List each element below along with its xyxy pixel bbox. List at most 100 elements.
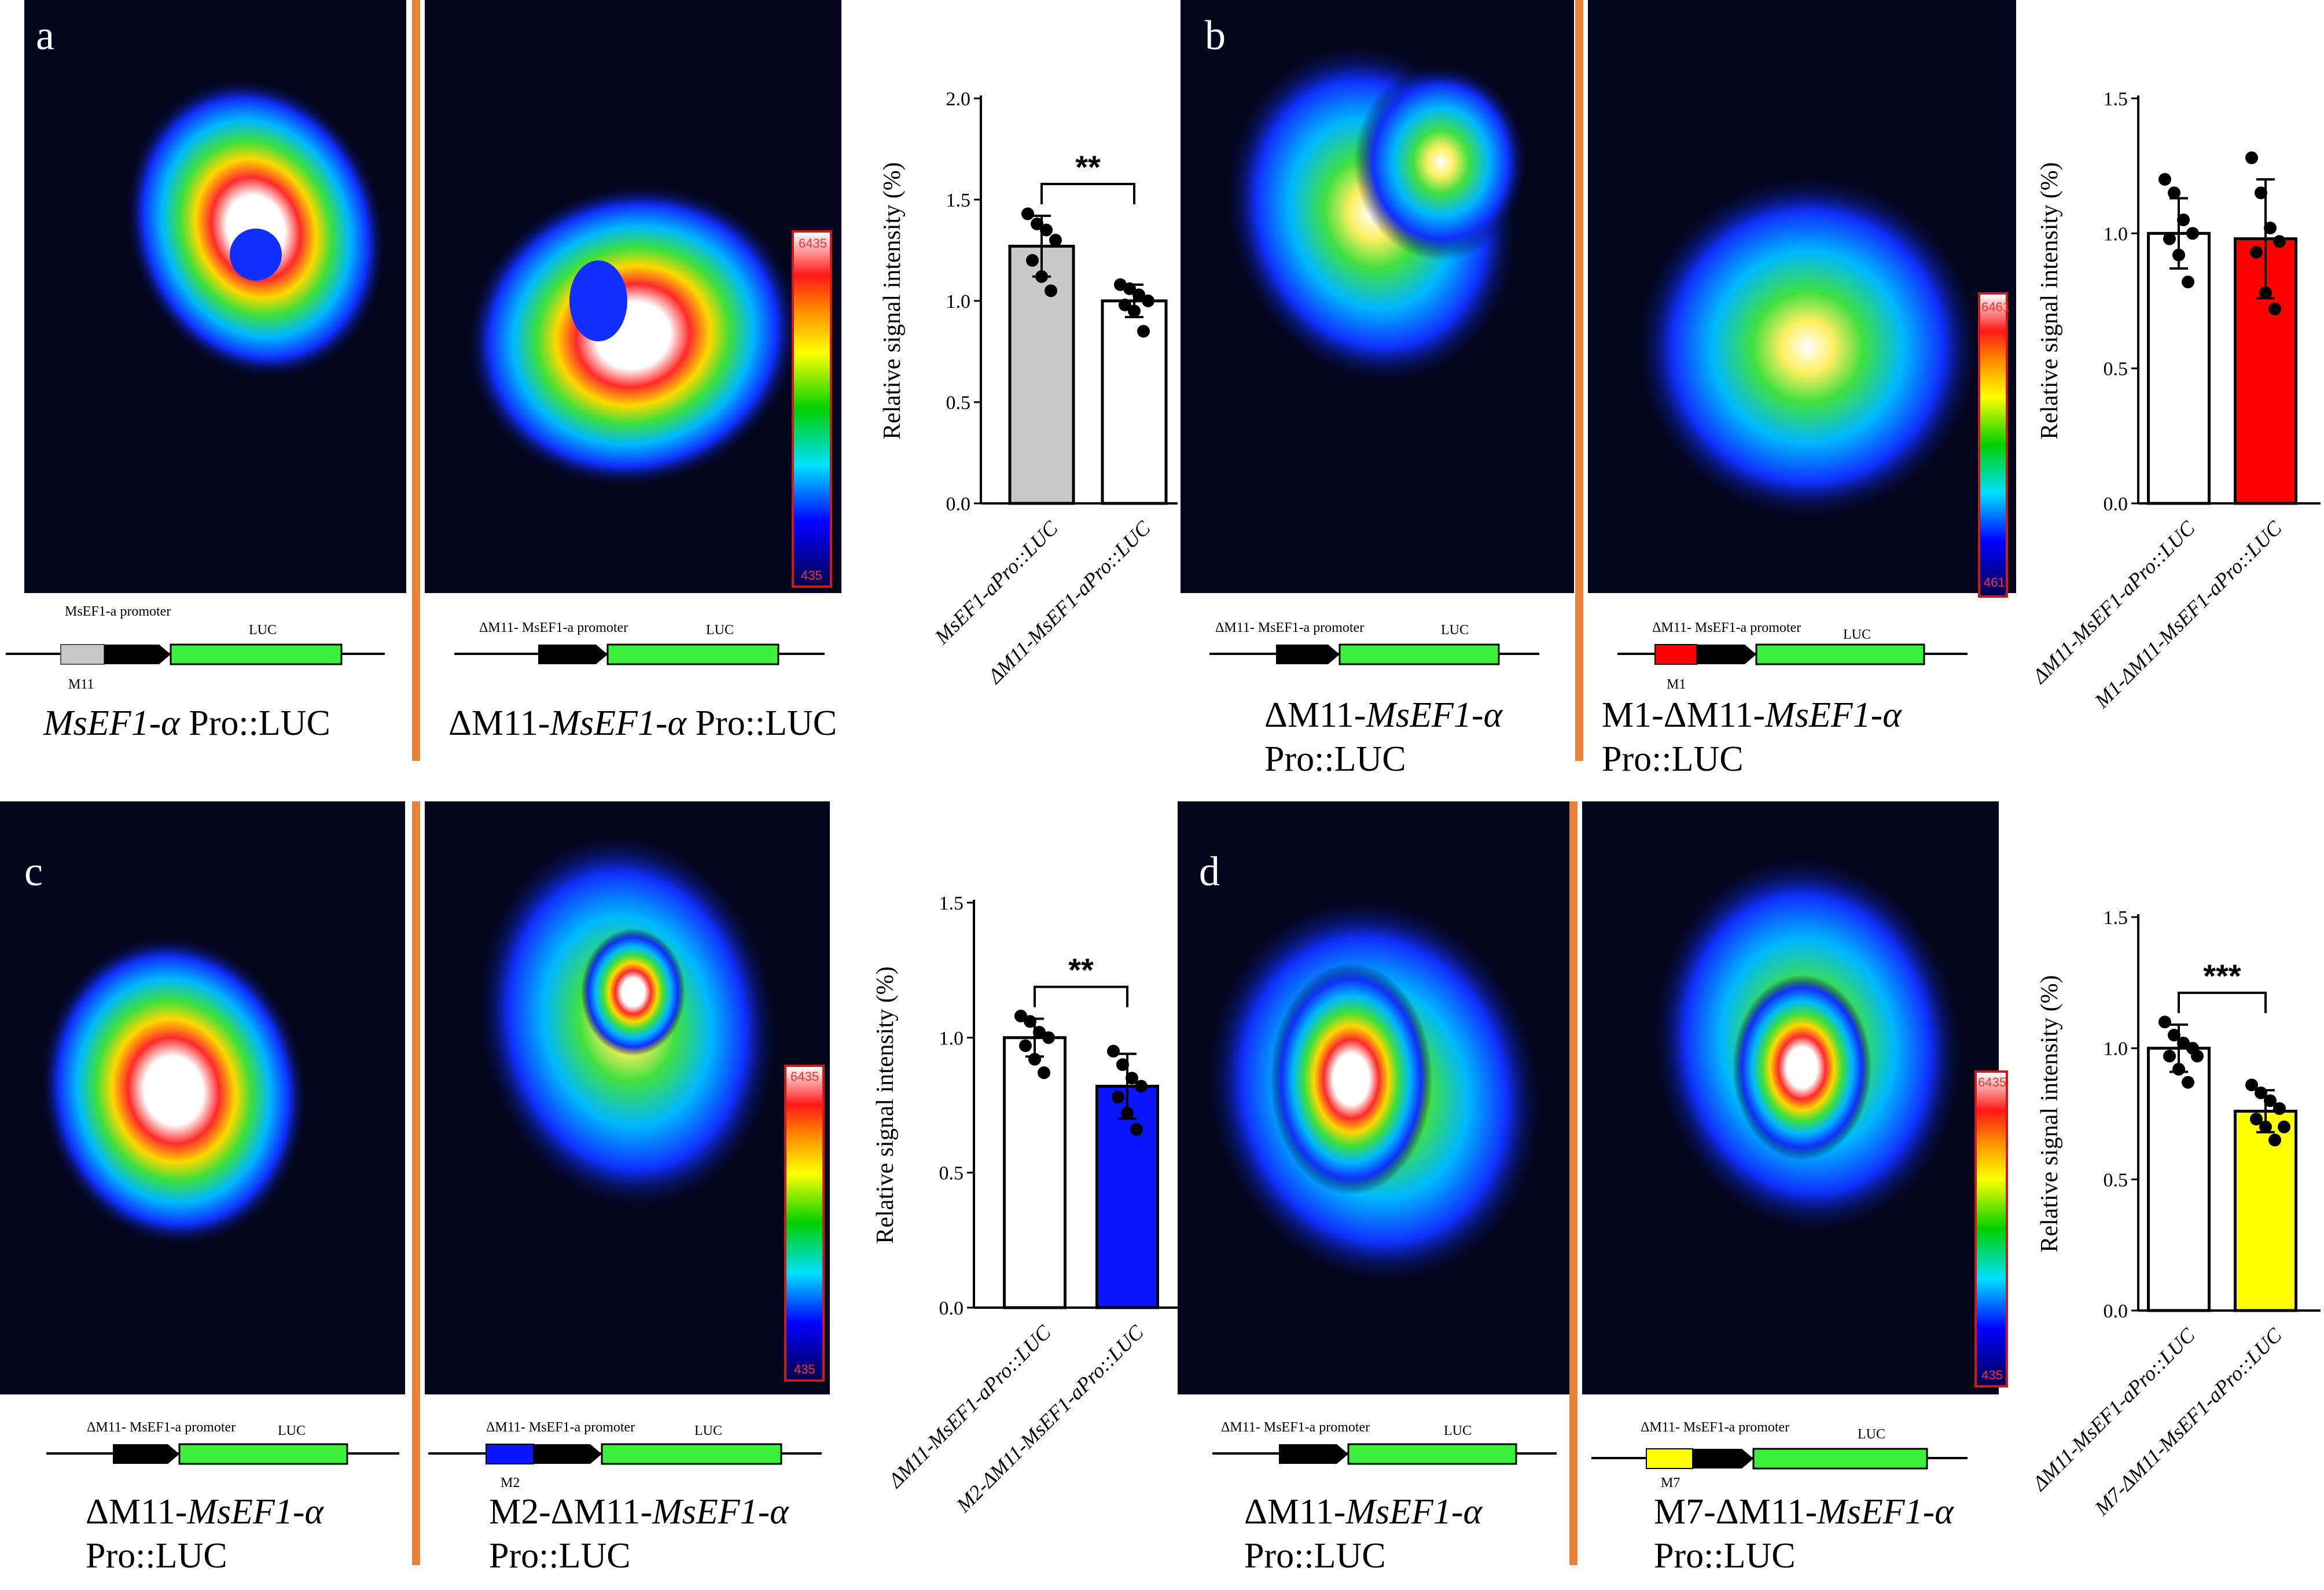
luminescence-image-c2 <box>425 801 830 1394</box>
data-point <box>2182 275 2194 289</box>
data-point <box>2177 1036 2190 1050</box>
y-axis-label: Relative signal intensity (%) <box>2036 162 2063 439</box>
category-label: ΔM11-MsEF1-aPro::LUC <box>883 1320 1056 1493</box>
construct-diagram-c2: ΔM11- MsEF1-a promoter LUC M2 <box>428 1420 822 1490</box>
data-point <box>1130 1123 1143 1136</box>
panel-letter-b: b <box>1205 12 1226 58</box>
bar <box>2234 1109 2297 1312</box>
signal-blob <box>39 935 308 1246</box>
data-point <box>2177 214 2190 226</box>
data-point <box>1033 1026 1046 1039</box>
signal-blob <box>1204 896 1545 1286</box>
bar-chart-a: Relative signal intensity (%) 0.0 0.5 1.0 1.… <box>879 89 1178 689</box>
bar <box>2147 1047 2211 1312</box>
scale-max-label: 6435 <box>1978 1075 2006 1090</box>
construct-caption-a2: ΔM11-MsEF1-α Pro::LUC <box>448 704 837 743</box>
significance-marker: *** <box>2203 958 2241 994</box>
data-point <box>1031 218 1043 230</box>
data-point <box>1132 288 1145 301</box>
luminescence-image-a2 <box>425 0 841 593</box>
data-point <box>1019 1039 1032 1052</box>
data-point <box>2158 1015 2171 1029</box>
panel-letter-d: d <box>1199 848 1220 895</box>
y-tick-label: 0.0 <box>939 1298 964 1319</box>
construct-caption-b1: ΔM11-MsEF1-α Pro::LUC <box>1264 695 1503 779</box>
data-point <box>2250 1113 2263 1126</box>
data-point <box>1038 1066 1050 1079</box>
construct-diagram-a2: ΔM11- MsEF1-a promoter LUC <box>454 620 825 665</box>
y-tick-label: 1.5 <box>2104 907 2128 929</box>
data-point <box>1107 1044 1120 1058</box>
bar-chart-b: Relative signal intensity (%) 0.0 0.5 1.0 1.… <box>2027 89 2321 713</box>
data-point <box>2259 286 2272 299</box>
data-point <box>1026 254 1039 267</box>
panel-letter-a: a <box>36 12 54 58</box>
module-label: M7 <box>1661 1475 1680 1490</box>
luc-label: LUC <box>278 1423 306 1438</box>
data-point <box>2259 1120 2272 1133</box>
y-tick-label: 1.0 <box>939 1028 964 1049</box>
intensity-color-scale <box>1974 1070 2008 1387</box>
construct-diagram-d1: ΔM11- MsEF1-a promoter LUC <box>1212 1420 1557 1465</box>
data-point <box>2163 232 2176 245</box>
signal-blob <box>1223 43 1528 385</box>
data-point <box>1119 299 1131 311</box>
y-tick-label: 1.5 <box>946 190 971 211</box>
data-point <box>2163 1050 2176 1063</box>
construct-caption-d1: ΔM11-MsEF1-α Pro::LUC <box>1244 1492 1483 1576</box>
data-point <box>2168 186 2180 200</box>
promoter-label: MsEF1-a promoter <box>65 604 171 619</box>
intensity-color-scale <box>1978 292 2008 598</box>
data-point <box>1123 282 1136 295</box>
signal-blob <box>1634 174 1981 521</box>
panel-divider <box>412 0 420 761</box>
data-point <box>2255 186 2267 200</box>
panel-divider <box>1569 801 1577 1565</box>
construct-caption-a1: MsEF1-α Pro::LUC <box>43 704 330 743</box>
luminescence-image-c1 <box>0 801 405 1394</box>
bar <box>1101 299 1168 505</box>
data-point <box>2273 235 2286 248</box>
scale-max-label: 6435 <box>799 236 827 251</box>
data-point <box>1135 1080 1148 1093</box>
panel-divider <box>412 801 420 1565</box>
luc-label: LUC <box>1858 1427 1885 1442</box>
data-point <box>2264 222 2277 234</box>
panel-letter-c: c <box>24 848 43 895</box>
y-axis-label: Relative signal intensity (%) <box>872 966 899 1243</box>
data-point <box>2268 303 2281 315</box>
scale-min-label: 435 <box>1981 1368 2003 1382</box>
bar <box>1008 245 1075 505</box>
y-tick-label: 0.5 <box>2104 359 2128 380</box>
luminescence-image-d1 <box>1178 801 1574 1394</box>
panel-divider <box>1575 0 1583 761</box>
luc-label: LUC <box>249 623 277 638</box>
scale-min-label: 435 <box>794 1362 815 1376</box>
bar-chart-c: Relative signal intensity (%) 0.0 0.5 1.0 1.… <box>872 893 1178 1517</box>
y-tick-label: 1.0 <box>946 291 971 312</box>
data-point <box>1040 223 1053 237</box>
significance-marker: ** <box>1075 149 1101 185</box>
data-point <box>2273 1102 2286 1115</box>
category-label: M2-ΔM11-MsEF1-aPro::LUC <box>951 1320 1148 1517</box>
construct-caption-b2: M1-ΔM11-MsEF1-α Pro::LUC <box>1602 695 1902 779</box>
category-label: ΔM11-MsEF1-aPro::LUC <box>2027 516 2200 689</box>
data-point <box>2255 1086 2267 1099</box>
signal-blob <box>1650 854 1965 1235</box>
y-tick-label: 1.0 <box>2104 1039 2128 1060</box>
data-point <box>1049 234 1062 246</box>
data-point <box>1014 1010 1027 1022</box>
luminescence-image-b1 <box>1181 0 1574 593</box>
category-label: M7-ΔM11-MsEF1-aPro::LUC <box>2090 1323 2286 1520</box>
promoter-label: ΔM11- MsEF1-a promoter <box>1652 620 1801 635</box>
y-tick-label: 1.5 <box>939 893 964 914</box>
luc-label: LUC <box>1441 623 1469 638</box>
y-tick-label: 1.5 <box>2104 89 2128 110</box>
category-label: ΔM11-MsEF1-aPro::LUC <box>983 516 1155 689</box>
data-point <box>1112 1091 1124 1103</box>
data-point <box>2250 246 2263 259</box>
y-tick-label: 0.0 <box>946 494 971 515</box>
data-point <box>1042 1031 1055 1044</box>
scale-min-label: 461 <box>1984 575 2005 590</box>
data-point <box>1028 1052 1041 1066</box>
